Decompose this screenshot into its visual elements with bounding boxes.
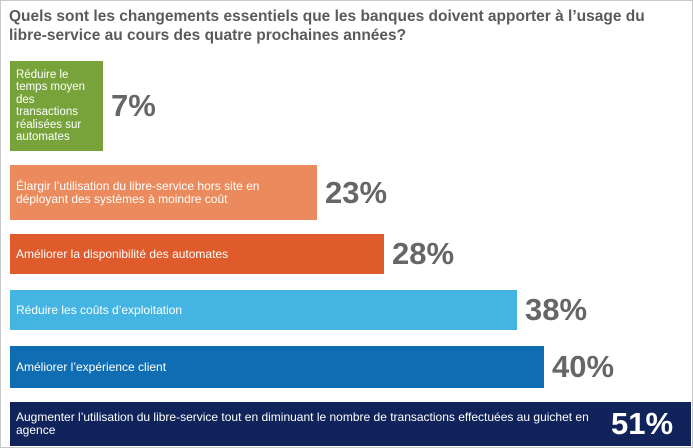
bar-6: Augmenter l’utilisation du libre-service…	[10, 402, 691, 446]
value-label-5: 40%	[552, 349, 615, 384]
bar-label-3: Améliorer la disponibilité des automates	[16, 246, 229, 261]
bar-1: Réduire le temps moyen des transactions …	[10, 61, 103, 151]
value-label-2: 23%	[325, 174, 388, 210]
bar-label-4: Réduire les coûts d’exploitation	[16, 302, 183, 317]
value-label-1: 7%	[111, 88, 156, 123]
value-label-6: 51%	[611, 406, 674, 441]
bar-label-1: Réduire le temps moyen des transactions …	[16, 68, 86, 144]
bar-label-5: Améliorer l’expérience client	[16, 359, 167, 374]
value-label-4: 38%	[525, 292, 588, 327]
bar-2: Élargir l’utilisation du libre-service h…	[10, 165, 317, 220]
chart-title: Quels sont les changements essentiels qu…	[9, 8, 645, 44]
bar-label-2: Élargir l’utilisation du libre-service h…	[16, 178, 260, 206]
bar-4: Réduire les coûts d’exploitation	[10, 290, 517, 330]
bar-5: Améliorer l’expérience client	[10, 346, 544, 388]
value-label-3: 28%	[392, 236, 455, 271]
bar-3: Améliorer la disponibilité des automates	[10, 234, 384, 274]
bar-label-6: Augmenter l’utilisation du libre-service…	[16, 410, 589, 437]
